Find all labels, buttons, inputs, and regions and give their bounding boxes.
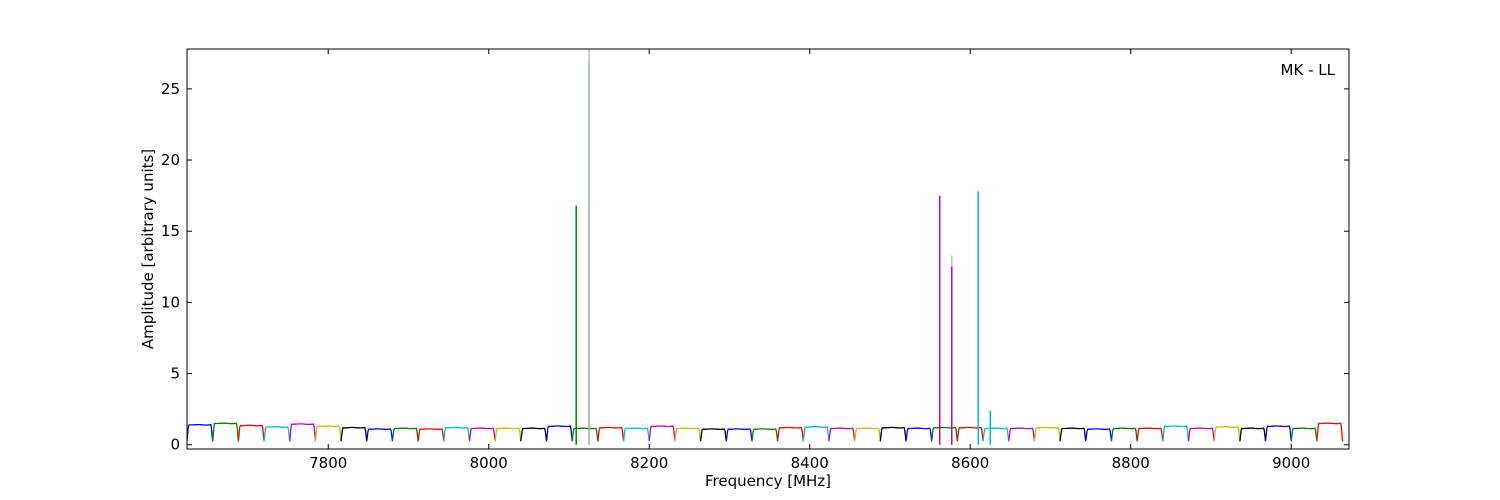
x-tick-label: 8600 <box>951 454 989 472</box>
channel-line <box>725 428 753 442</box>
channel-line <box>289 423 317 442</box>
x-tick-label: 9000 <box>1272 454 1310 472</box>
y-tick-label: 15 <box>161 222 180 240</box>
channel-line <box>468 427 496 442</box>
channel-line <box>391 427 419 442</box>
x-tick-label: 8800 <box>1112 454 1150 472</box>
channel-line <box>545 425 573 442</box>
y-tick-label: 20 <box>161 151 180 169</box>
channel-line <box>1136 427 1164 442</box>
channel-line <box>1162 425 1190 442</box>
channel-line <box>597 426 625 442</box>
channel-line <box>982 427 1010 442</box>
channel-line <box>648 425 676 442</box>
channel-line <box>263 426 291 442</box>
channel-line <box>186 423 214 442</box>
channel-line <box>1316 422 1344 442</box>
channel-line <box>1008 427 1036 442</box>
y-axis-ticks: 0 5 10 15 20 25 <box>161 80 1349 454</box>
channel-line <box>1264 425 1292 442</box>
channel-line <box>776 426 804 442</box>
channel-line <box>828 427 856 442</box>
spike-layer <box>575 49 992 445</box>
channel-line <box>674 427 702 442</box>
y-tick-label: 25 <box>161 80 180 98</box>
x-tick-label: 8000 <box>470 454 508 472</box>
plot-area <box>187 49 1349 449</box>
channel-line <box>314 425 342 442</box>
channel-line <box>1059 427 1087 442</box>
plot-annotation: MK - LL <box>1281 61 1336 79</box>
channel-line <box>366 428 394 442</box>
x-tick-label: 7800 <box>309 454 347 472</box>
channel-line <box>699 428 727 442</box>
channel-line <box>340 426 368 442</box>
series-layer <box>186 422 1344 442</box>
y-axis-label: Amplitude [arbitrary units] <box>139 149 157 349</box>
plot-frame <box>186 48 1350 450</box>
channel-line <box>443 426 471 442</box>
channel-line <box>1085 428 1113 442</box>
x-tick-label: 8200 <box>630 454 668 472</box>
channel-line <box>1033 426 1061 442</box>
channel-line <box>622 427 650 442</box>
channel-line <box>905 427 933 442</box>
channel-line <box>1239 427 1267 442</box>
channel-line <box>212 422 240 442</box>
channel-line <box>1110 427 1138 442</box>
channel-line <box>879 426 907 442</box>
channel-line <box>494 427 522 442</box>
channel-line <box>1213 426 1241 442</box>
channel-line <box>1187 427 1215 442</box>
y-tick-label: 10 <box>161 293 180 311</box>
x-axis-label: Frequency [MHz] <box>705 472 831 490</box>
channel-line <box>931 426 959 442</box>
channel-line <box>1290 427 1318 442</box>
channel-line <box>237 424 265 442</box>
channel-line <box>417 428 445 442</box>
channel-line <box>751 428 779 442</box>
y-tick-label: 5 <box>170 365 180 383</box>
x-tick-label: 8400 <box>791 454 829 472</box>
channel-line <box>854 427 881 442</box>
channel-line <box>802 426 830 442</box>
x-axis-ticks: 7800 8000 8200 8400 8600 8800 9000 <box>309 49 1310 472</box>
channel-line <box>520 427 548 442</box>
y-tick-label: 0 <box>170 436 180 454</box>
